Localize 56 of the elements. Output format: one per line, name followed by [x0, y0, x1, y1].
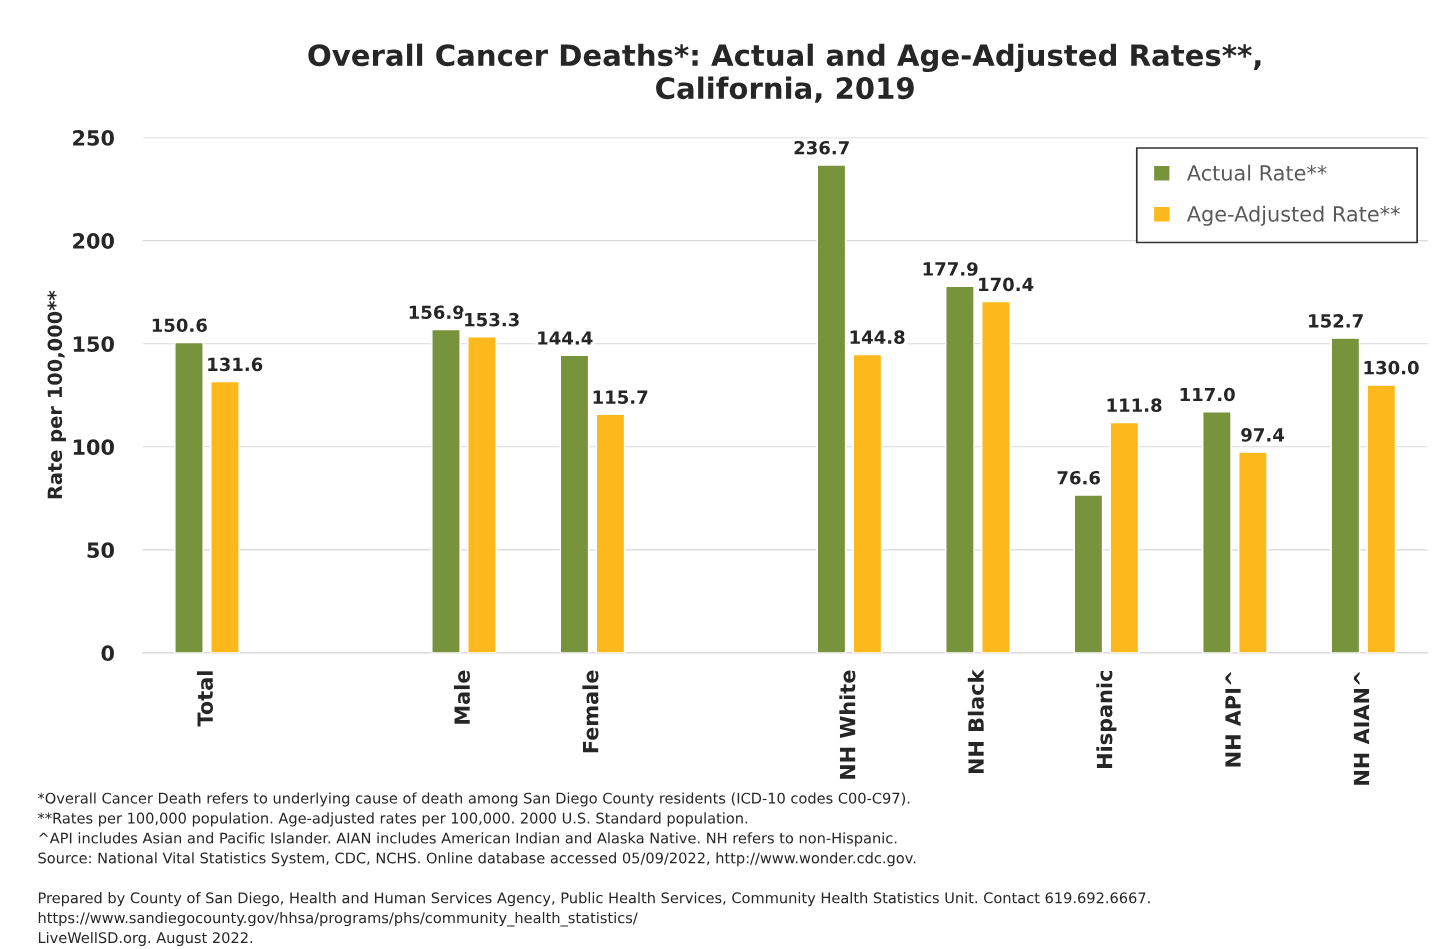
data-label: 144.4: [538, 331, 593, 345]
x-tick-label: Total: [196, 671, 214, 727]
data-label: 111.8: [1107, 398, 1162, 413]
text: ^API includes Asian and Pacific Islander. AIAN includes American Indian and Alaska Native. NH refers to non-Hispanic.: [39, 832, 897, 847]
text: LiveWellSD.org. August 2022.: [38, 931, 253, 947]
y-tick-label: 50: [87, 542, 114, 559]
data-label: 236.7: [794, 140, 849, 155]
text: *Overall Cancer Death refers to underlying cause of death among San Diego County residents (ICD-10 codes C00-C97).: [37, 792, 910, 807]
x-tick-label: Female: [582, 670, 599, 753]
text: https://www.sandiegocounty.gov/hhsa/programs/phs/community_health_statistics/: [38, 911, 638, 927]
data-label: 150.6: [152, 318, 207, 333]
bar: [210, 380, 240, 653]
data-label: 97.4: [1241, 428, 1285, 442]
bar: [852, 353, 883, 653]
text: Prepared by County of San Diego, Health and Human Services Agency, Public Health Services, Community Health Statistics Unit. Contact 619.692.6667.: [38, 892, 1150, 907]
chart-title: Overall Cancer Deaths*: Actual and Age-Adjusted Rates**, California, 2019: [308, 43, 1261, 103]
x-tick-label: Male: [453, 670, 471, 724]
bar: [1366, 384, 1397, 653]
data-label: 117.0: [1180, 387, 1235, 402]
bar: [816, 164, 847, 653]
legend-label: Age-Adjusted Rate**: [1186, 205, 1400, 226]
data-label: 177.9: [923, 262, 978, 276]
x-tick-label: NH Black: [967, 669, 984, 774]
data-label: 153.3: [465, 312, 519, 327]
y-tick-label: 0: [101, 645, 114, 662]
bar: [467, 336, 497, 653]
data-label: 170.4: [979, 277, 1034, 292]
y-axis-title: Rate per 100,000**: [47, 290, 66, 499]
bar: [1238, 451, 1268, 653]
bar: [1330, 337, 1361, 653]
x-tick-label: NH API^: [1225, 671, 1241, 767]
y-tick-label: 100: [73, 439, 114, 455]
bar: [559, 354, 590, 653]
y-tick-label: 150: [73, 336, 114, 352]
x-tick-label: NH AIAN^: [1353, 671, 1370, 785]
text: **Rates per 100,000 population. Age-adjusted rates per 100,000. 2000 U.S. Standard population.: [37, 812, 748, 827]
bar: [945, 285, 975, 653]
bar: [595, 413, 626, 653]
x-tick-label: NH White: [839, 670, 856, 779]
bar: [1202, 411, 1232, 653]
data-label: 156.9: [409, 305, 464, 320]
data-label: 130.0: [1364, 360, 1419, 375]
bar: [1109, 421, 1140, 653]
x-tick-label: Hispanic: [1096, 670, 1117, 768]
bar: [981, 300, 1011, 653]
data-label: 115.7: [593, 390, 648, 404]
data-label: 76.6: [1057, 470, 1100, 485]
y-tick-label: 200: [73, 233, 114, 249]
source-note: Source: National Vital Statistics System, CDC, NCHS. Online database accessed 05/09/2022, http://www.wonder.cdc.gov.: [38, 852, 916, 867]
bar: [1073, 494, 1104, 653]
bar: [174, 341, 204, 653]
y-tick-label: 250: [73, 130, 114, 146]
data-label: 144.8: [850, 330, 905, 344]
legend-label: Actual Rate**: [1186, 164, 1327, 181]
data-label: 152.7: [1309, 314, 1363, 328]
data-label: 131.6: [208, 357, 263, 372]
